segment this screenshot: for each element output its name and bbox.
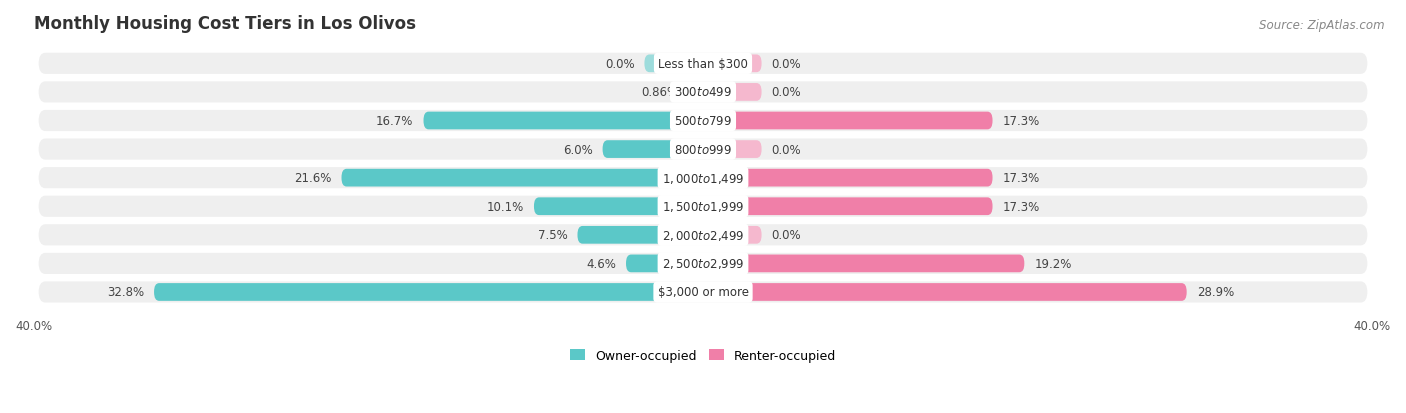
- Text: Source: ZipAtlas.com: Source: ZipAtlas.com: [1260, 19, 1385, 31]
- Text: 6.0%: 6.0%: [562, 143, 592, 156]
- Text: Monthly Housing Cost Tiers in Los Olivos: Monthly Housing Cost Tiers in Los Olivos: [34, 15, 416, 33]
- FancyBboxPatch shape: [342, 169, 703, 187]
- Text: $3,000 or more: $3,000 or more: [658, 286, 748, 299]
- Text: $500 to $799: $500 to $799: [673, 115, 733, 128]
- FancyBboxPatch shape: [703, 198, 993, 216]
- FancyBboxPatch shape: [38, 168, 1368, 189]
- FancyBboxPatch shape: [423, 112, 703, 130]
- Text: 0.0%: 0.0%: [772, 58, 801, 71]
- Text: 17.3%: 17.3%: [1002, 115, 1040, 128]
- Text: 0.0%: 0.0%: [772, 229, 801, 242]
- Text: 0.86%: 0.86%: [641, 86, 679, 99]
- Text: 17.3%: 17.3%: [1002, 200, 1040, 213]
- FancyBboxPatch shape: [534, 198, 703, 216]
- FancyBboxPatch shape: [644, 55, 703, 73]
- Text: 0.0%: 0.0%: [772, 86, 801, 99]
- Text: $800 to $999: $800 to $999: [673, 143, 733, 156]
- FancyBboxPatch shape: [703, 169, 993, 187]
- Text: 0.0%: 0.0%: [605, 58, 634, 71]
- FancyBboxPatch shape: [703, 255, 1025, 273]
- FancyBboxPatch shape: [703, 112, 993, 130]
- Text: 17.3%: 17.3%: [1002, 172, 1040, 185]
- FancyBboxPatch shape: [155, 283, 703, 301]
- FancyBboxPatch shape: [38, 54, 1368, 75]
- Text: $1,000 to $1,499: $1,000 to $1,499: [662, 171, 744, 185]
- Text: 32.8%: 32.8%: [107, 286, 143, 299]
- FancyBboxPatch shape: [38, 253, 1368, 274]
- Text: 16.7%: 16.7%: [375, 115, 413, 128]
- FancyBboxPatch shape: [38, 225, 1368, 246]
- Text: $300 to $499: $300 to $499: [673, 86, 733, 99]
- Text: 19.2%: 19.2%: [1035, 257, 1071, 270]
- Text: 4.6%: 4.6%: [586, 257, 616, 270]
- FancyBboxPatch shape: [626, 255, 703, 273]
- Text: 7.5%: 7.5%: [537, 229, 568, 242]
- FancyBboxPatch shape: [578, 226, 703, 244]
- Text: $1,500 to $1,999: $1,500 to $1,999: [662, 200, 744, 214]
- FancyBboxPatch shape: [703, 55, 762, 73]
- FancyBboxPatch shape: [703, 141, 762, 159]
- Text: $2,000 to $2,499: $2,000 to $2,499: [662, 228, 744, 242]
- FancyBboxPatch shape: [38, 139, 1368, 160]
- Text: 21.6%: 21.6%: [294, 172, 332, 185]
- FancyBboxPatch shape: [603, 141, 703, 159]
- FancyBboxPatch shape: [689, 84, 703, 102]
- FancyBboxPatch shape: [38, 111, 1368, 132]
- Text: $2,500 to $2,999: $2,500 to $2,999: [662, 257, 744, 271]
- FancyBboxPatch shape: [703, 226, 762, 244]
- FancyBboxPatch shape: [38, 82, 1368, 103]
- Text: Less than $300: Less than $300: [658, 58, 748, 71]
- Text: 10.1%: 10.1%: [486, 200, 524, 213]
- Legend: Owner-occupied, Renter-occupied: Owner-occupied, Renter-occupied: [565, 344, 841, 367]
- FancyBboxPatch shape: [38, 196, 1368, 217]
- FancyBboxPatch shape: [703, 283, 1187, 301]
- Text: 28.9%: 28.9%: [1197, 286, 1234, 299]
- Text: 0.0%: 0.0%: [772, 143, 801, 156]
- FancyBboxPatch shape: [703, 84, 762, 102]
- FancyBboxPatch shape: [38, 282, 1368, 303]
